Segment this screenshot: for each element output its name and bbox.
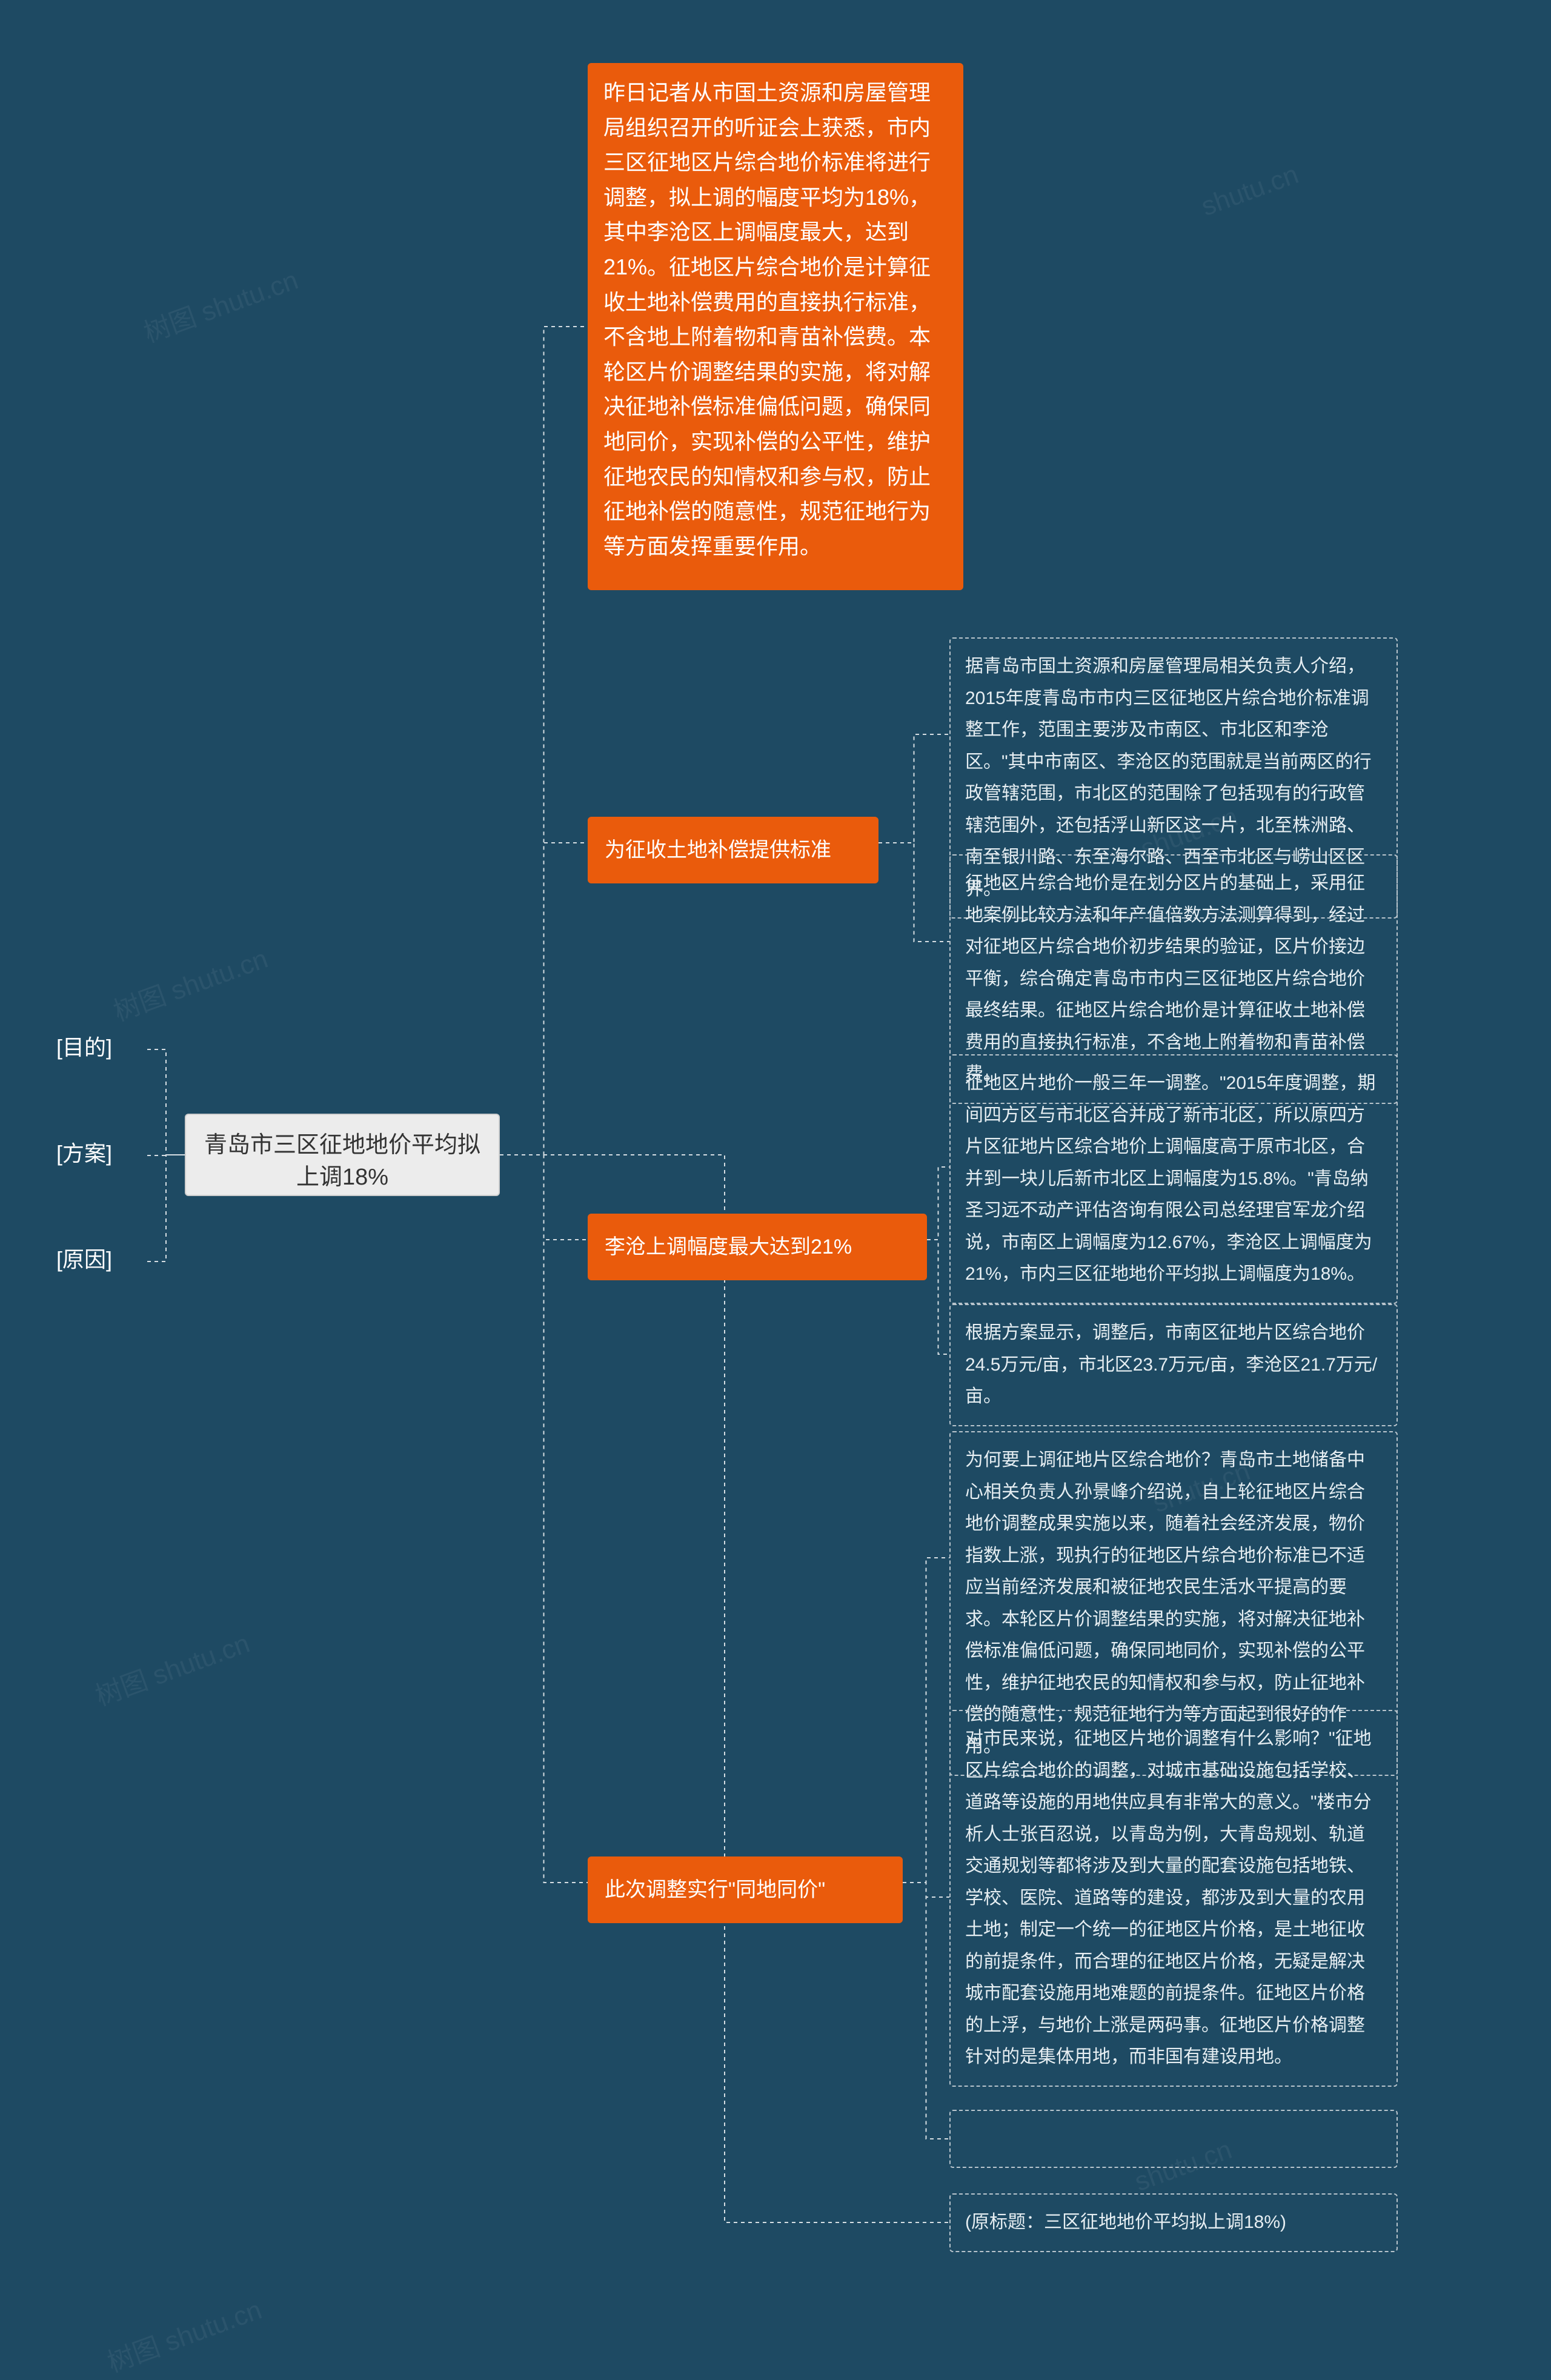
node-sec2: 李沧上调幅度最大达到21%	[588, 1214, 927, 1280]
node-label: 对市民来说，征地区片地价调整有什么影响？"征地区片综合地价的调整，对城市基础设施…	[965, 1729, 1372, 2067]
node-label: (原标题：三区征地地价平均拟上调18%)	[965, 2212, 1286, 2232]
node-root: 青岛市三区征地地价平均拟上调18%	[185, 1114, 500, 1196]
edge-root-sec3	[500, 1155, 588, 1883]
node-sec3: 此次调整实行"同地同价"	[588, 1856, 903, 1923]
node-sec3c	[949, 2110, 1398, 2168]
node-b_why: [原因]	[56, 1246, 147, 1277]
node-sec3b: 对市民来说，征地区片地价调整有什么影响？"征地区片综合地价的调整，对城市基础设施…	[949, 1710, 1398, 2087]
node-foot: (原标题：三区征地地价平均拟上调18%)	[949, 2193, 1398, 2252]
edge-sec2-sec2a	[927, 1167, 949, 1240]
edge-root-foot	[500, 1155, 949, 2222]
edge-sec3-sec3c	[903, 1883, 949, 2139]
node-b_plan: [方案]	[56, 1140, 147, 1171]
node-label: 征地区片综合地价是在划分区片的基础上，采用征地案例比较方法和年产值倍数方法测算得…	[965, 873, 1365, 1084]
node-label: 青岛市三区征地地价平均拟上调18%	[204, 1132, 480, 1190]
edge-sec1-sec1a	[878, 734, 949, 843]
edge-root-sec2	[500, 1155, 588, 1240]
node-label: 征地区片地价一般三年一调整。"2015年度调整，期间四方区与市北区合并成了新市北…	[965, 1073, 1375, 1284]
node-label: [原因]	[56, 1247, 112, 1272]
node-label: [目的]	[56, 1035, 112, 1060]
node-label: 昨日记者从市国土资源和房屋管理局组织召开的听证会上获悉，市内三区征地区片综合地价…	[603, 80, 931, 559]
node-sec1: 为征收土地补偿提供标准	[588, 817, 878, 883]
node-label: 为征收土地补偿提供标准	[605, 839, 831, 862]
edge-root-sec1	[500, 843, 588, 1155]
edge-root-intro	[500, 327, 588, 1155]
node-sec2a: 征地区片地价一般三年一调整。"2015年度调整，期间四方区与市北区合并成了新市北…	[949, 1054, 1398, 1304]
node-sec2b: 根据方案显示，调整后，市南区征地片区综合地价24.5万元/亩，市北区23.7万元…	[949, 1304, 1398, 1426]
node-b_goal: [目的]	[56, 1034, 147, 1065]
edge-b_goal-root	[147, 1049, 185, 1155]
node-label: 李沧上调幅度最大达到21%	[605, 1235, 852, 1258]
node-label: [方案]	[56, 1141, 112, 1166]
edge-sec3-sec3b	[903, 1883, 949, 1897]
mindmap-stage: 青岛市三区征地地价平均拟上调18% [目的] [方案] [原因] 昨日记者从市国土资源和…	[0, 0, 1551, 2353]
node-intro: 昨日记者从市国土资源和房屋管理局组织召开的听证会上获悉，市内三区征地区片综合地价…	[588, 63, 963, 590]
edge-b_why-root	[147, 1155, 185, 1261]
node-label: 根据方案显示，调整后，市南区征地片区综合地价24.5万元/亩，市北区23.7万元…	[965, 1323, 1377, 1406]
edge-sec1-sec1b	[878, 843, 949, 942]
node-label: 此次调整实行"同地同价"	[605, 1878, 825, 1901]
edge-sec2-sec2b	[927, 1240, 949, 1354]
edge-sec3-sec3a	[903, 1558, 949, 1883]
